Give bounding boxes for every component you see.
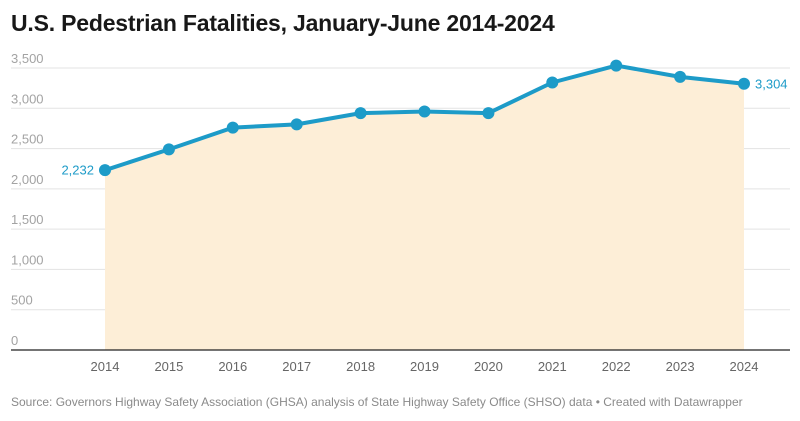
data-point-2015: [162, 143, 175, 156]
x-tick-label: 2015: [154, 359, 183, 374]
y-tick-label: 1,000: [11, 252, 44, 267]
x-tick-label: 2022: [602, 359, 631, 374]
data-point-2016: [226, 121, 239, 134]
x-tick-label: 2024: [730, 359, 759, 374]
data-points: [99, 59, 750, 177]
source-footer: Source: Governors Highway Safety Associa…: [11, 395, 743, 409]
data-point-2017: [290, 118, 303, 131]
y-tick-label: 1,500: [11, 212, 44, 227]
x-tick-label: 2016: [218, 359, 247, 374]
x-tick-label: 2021: [538, 359, 567, 374]
x-tick-label: 2023: [666, 359, 695, 374]
x-tick-label: 2020: [474, 359, 503, 374]
x-tick-label: 2018: [346, 359, 375, 374]
x-tick-label: 2014: [91, 359, 120, 374]
data-labels: 2,232 3,304: [61, 76, 787, 177]
y-tick-label: 500: [11, 293, 33, 308]
data-label: 3,304: [755, 76, 788, 91]
x-tick-label: 2017: [282, 359, 311, 374]
y-axis-ticks: 0 500 1,000 1,500 2,000 2,500 3,000 3,500: [11, 51, 44, 348]
data-point-2020: [482, 107, 495, 120]
data-point-2022: [610, 59, 623, 72]
x-axis-ticks: 2014 2015 2016 2017 2018 2019 2020 2021 2022 2023…: [91, 359, 759, 374]
y-tick-label: 2,000: [11, 172, 44, 187]
data-point-2024: [738, 77, 750, 90]
chart-title: U.S. Pedestrian Fatalities, January-June…: [11, 10, 555, 36]
area-fill: [105, 65, 744, 350]
data-point-2021: [546, 76, 559, 89]
data-label: 2,232: [61, 163, 94, 178]
data-point-2018: [354, 107, 367, 120]
area-fill-group: [105, 65, 744, 350]
data-point-2019: [418, 105, 431, 118]
y-tick-label: 3,000: [11, 91, 44, 106]
y-tick-label: 3,500: [11, 51, 44, 66]
y-tick-label: 2,500: [11, 132, 44, 147]
x-tick-label: 2019: [410, 359, 439, 374]
y-tick-label: 0: [11, 333, 18, 348]
data-point-2023: [674, 70, 687, 83]
data-point-2014: [99, 164, 111, 177]
